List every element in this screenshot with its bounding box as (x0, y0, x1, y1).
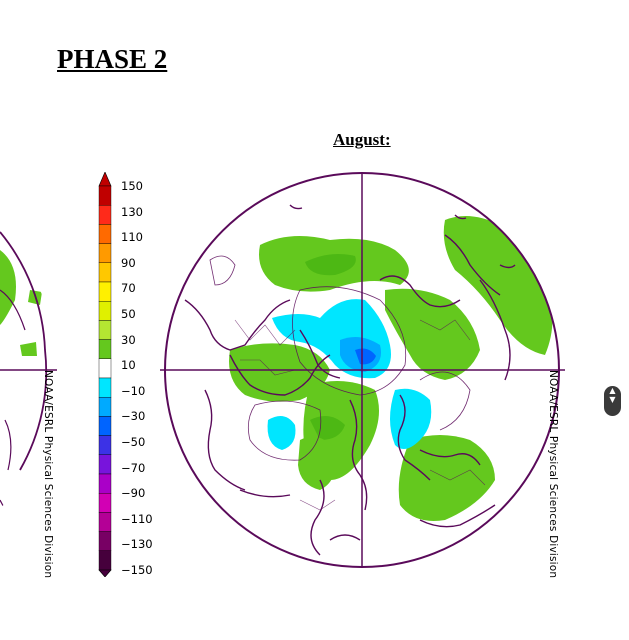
color-bar-segment (98, 185, 112, 206)
color-bar-tick-label: 30 (121, 332, 136, 347)
color-bar-segment (98, 281, 112, 302)
color-bar-tick-label: 90 (121, 255, 136, 270)
color-bar-segment (98, 454, 112, 475)
color-bar-tick-label: −110 (121, 511, 153, 526)
month-label: August: (333, 130, 391, 149)
anomaly-negative-south (267, 416, 296, 450)
color-bar-tick-label: 130 (121, 204, 143, 219)
color-bar-segment (98, 243, 112, 263)
anomaly-positive-east (385, 288, 480, 380)
color-bar (98, 172, 112, 577)
color-bar-segment (98, 435, 112, 456)
color-bar-segment (98, 224, 112, 244)
color-bar-segment (98, 512, 112, 532)
color-bar-tick-label: 50 (121, 307, 136, 321)
chevron-down-icon[interactable]: ▼ (609, 395, 616, 404)
color-bar-tick-label: −10 (121, 383, 146, 398)
color-bar-tick-label: −70 (121, 460, 146, 475)
color-bar-tick-label: −30 (121, 409, 146, 424)
color-bar-tick-label: −150 (121, 563, 153, 577)
color-bar-segment (98, 300, 112, 321)
chevron-up-icon[interactable]: ▲ (609, 386, 616, 395)
color-bar-tick-label: −130 (121, 537, 153, 552)
credit-label-left: NOAA/ESRL Physical Sciences Division (42, 370, 54, 579)
color-bar-segment (98, 262, 112, 283)
color-bar-segment (98, 358, 112, 379)
scroll-button[interactable]: ▲ ▼ (604, 386, 621, 416)
color-bar-segment (98, 377, 112, 398)
color-bar-segment (98, 396, 112, 417)
color-bar-segment (98, 339, 112, 360)
color-bar-tick-label: −50 (121, 435, 146, 449)
color-bar-segment (98, 205, 112, 225)
color-bar-segment (98, 473, 112, 494)
color-bar-segment (98, 550, 112, 571)
credit-label-right: NOAA/ESRL Physical Sciences Division (547, 370, 559, 579)
color-bar-segment (98, 531, 112, 552)
anomaly-negative-east (390, 388, 432, 449)
color-bar-arrow-bottom (98, 569, 112, 577)
color-bar-tick-label: 10 (121, 358, 136, 373)
anomaly-positive-south-west (298, 436, 336, 490)
left-globe-rim (0, 231, 48, 471)
color-bar-tick-label: −90 (121, 486, 146, 501)
color-bar-segment (98, 320, 112, 340)
color-bar-segment (98, 416, 112, 436)
color-bar-arrow-top (98, 172, 112, 187)
page-title: PHASE 2 (57, 44, 168, 74)
color-bar-segment (98, 493, 112, 513)
color-bar-tick-label: 70 (121, 281, 136, 296)
color-bar-tick-label: 150 (121, 179, 143, 193)
color-bar-tick-label: 110 (121, 230, 143, 245)
